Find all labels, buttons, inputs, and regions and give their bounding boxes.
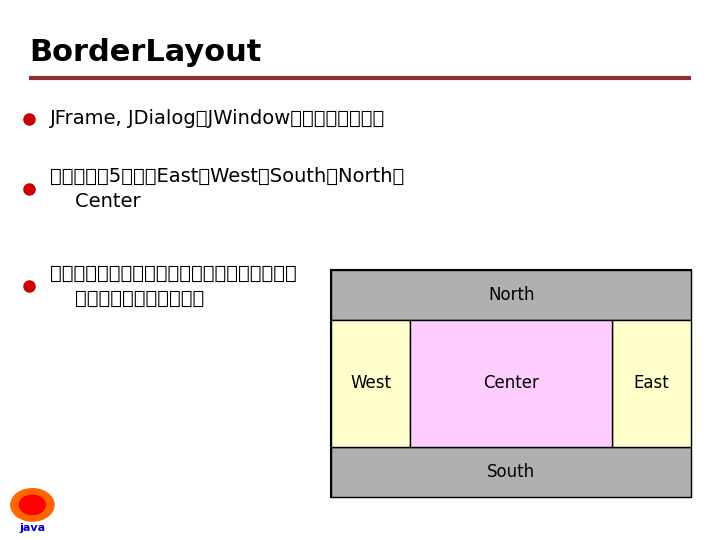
Bar [331,320,410,447]
Bar [612,320,691,447]
Circle shape [11,489,54,521]
Bar [410,320,612,447]
Bar [331,270,691,497]
Circle shape [19,495,45,515]
Text: 将容器分为5个区：East，West，South，North，
    Center: 将容器分为5个区：East，West，South，North， Center [50,167,405,211]
Text: BorderLayout: BorderLayout [29,38,261,67]
Text: java: java [19,523,45,533]
Text: South: South [487,463,535,481]
Text: East: East [634,374,670,393]
Text: West: West [351,374,391,393]
Text: 当用户改变容器窗口大小时，各组件的相对位置
    不变，但组件的大小改变: 当用户改变容器窗口大小时，各组件的相对位置 不变，但组件的大小改变 [50,264,297,308]
Bar [331,270,691,320]
Text: Center: Center [483,374,539,393]
Bar [331,447,691,497]
Text: JFrame, JDialog和JWindow的默认布局管理器: JFrame, JDialog和JWindow的默认布局管理器 [50,109,386,129]
Text: North: North [488,286,534,304]
